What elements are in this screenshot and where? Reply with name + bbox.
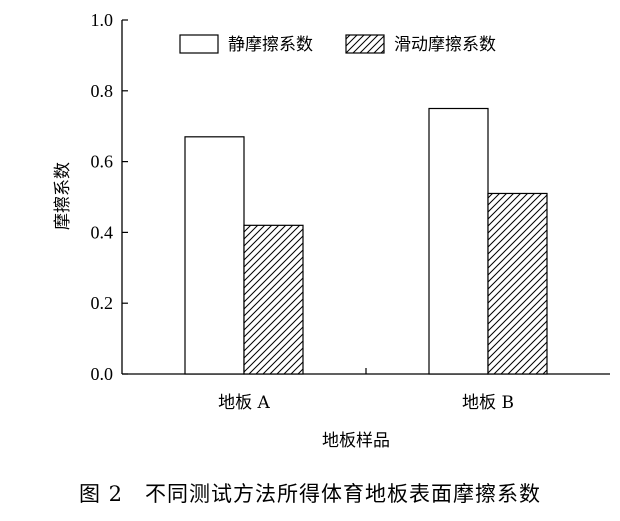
bar-chart: 0.0 0.2 0.4 0.6 0.8 1.0 地板 A 地板 B 静摩擦系数 滑动摩擦系数 摩…: [53, 10, 610, 451]
legend-swatch-0: [179, 34, 219, 54]
legend-swatch-1: [345, 34, 385, 54]
y-tick-label: 0.4: [91, 222, 114, 242]
y-tick-label: 0.2: [91, 293, 114, 313]
bar-static-1: [428, 107, 489, 375]
bar-sliding-1: [487, 192, 548, 375]
legend-label-0: 静摩擦系数: [228, 35, 313, 55]
y-tick-label: 0.0: [91, 364, 114, 384]
x-category-label: 地板 A: [218, 393, 270, 413]
figure-caption: 图 2 不同测试方法所得体育地板表面摩擦系数: [78, 482, 542, 506]
bars: [184, 107, 548, 375]
x-category-label: 地板 B: [462, 393, 514, 413]
y-tick-label: 0.8: [91, 81, 114, 101]
y-axis-title: 摩擦系数: [53, 162, 73, 230]
x-axis-title: 地板样品: [322, 431, 390, 451]
bar-static-0: [184, 136, 245, 375]
bar-sliding-0: [243, 224, 304, 375]
legend: 静摩擦系数 滑动摩擦系数: [179, 34, 496, 55]
legend-label-1: 滑动摩擦系数: [394, 35, 496, 55]
y-tick-label: 0.6: [91, 152, 114, 172]
y-tick-label: 1.0: [91, 10, 114, 30]
